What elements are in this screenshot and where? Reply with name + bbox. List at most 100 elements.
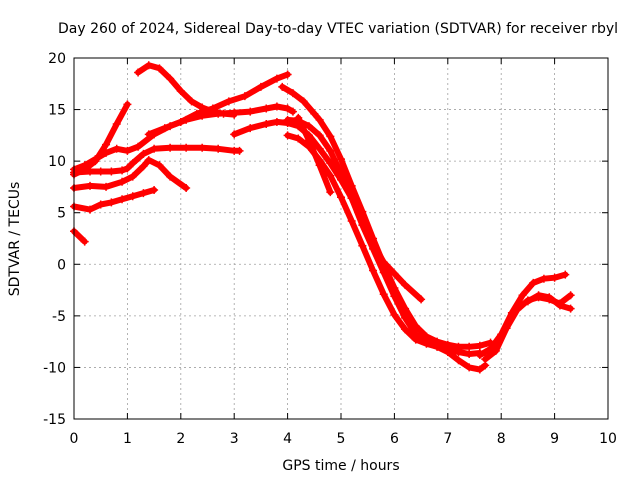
data-point (358, 221, 367, 230)
data-point (513, 305, 522, 314)
data-point (118, 177, 127, 186)
series-line (71, 157, 190, 191)
data-point (561, 270, 570, 279)
data-point (86, 205, 95, 214)
data-point (454, 347, 463, 356)
x-tick-label: 10 (599, 431, 617, 447)
x-tick-label: 9 (550, 431, 559, 447)
series-arc-13 (294, 113, 335, 197)
series-arc-1 (70, 227, 89, 246)
data-point (96, 200, 105, 209)
data-point (176, 87, 185, 96)
data-point (523, 297, 532, 306)
data-point (91, 155, 100, 164)
data-point (347, 216, 356, 225)
data-point (401, 313, 410, 322)
data-point (272, 102, 281, 111)
data-point (278, 82, 287, 91)
data-point (299, 97, 308, 106)
y-axis-label: SDTVAR / TECUs (7, 182, 23, 297)
grid-lines (74, 58, 608, 419)
data-point (107, 167, 116, 176)
data-point (555, 301, 564, 310)
data-point (390, 269, 399, 278)
series-line (284, 132, 489, 373)
data-point (481, 355, 490, 364)
data-point (128, 192, 137, 201)
data-point (539, 274, 548, 283)
data-point (347, 194, 356, 203)
x-tick-label: 7 (443, 431, 452, 447)
y-tick-label: -5 (52, 309, 66, 325)
data-point (411, 335, 420, 344)
data-point (433, 342, 442, 351)
data-point (491, 346, 500, 355)
data-point (326, 146, 335, 155)
data-point (155, 64, 164, 73)
data-point (534, 291, 543, 300)
data-point (288, 89, 297, 98)
data-point (465, 363, 474, 372)
data-point (401, 325, 410, 334)
data-point (315, 115, 324, 124)
series-arc-3 (70, 156, 191, 192)
data-point (529, 278, 538, 287)
data-point (288, 107, 297, 116)
data-point (326, 132, 335, 141)
data-point (294, 113, 303, 122)
data-point (315, 144, 324, 153)
data-point (182, 143, 191, 152)
data-point (86, 181, 95, 190)
x-tick-label: 1 (123, 431, 132, 447)
data-point (337, 169, 345, 178)
data-point (144, 156, 153, 165)
data-point (240, 92, 249, 101)
data-point (272, 74, 281, 83)
series-arc-4 (70, 143, 244, 177)
data-point (182, 183, 191, 192)
data-point (475, 351, 484, 360)
data-point (502, 324, 511, 333)
data-point (246, 107, 255, 116)
y-tick-label: 15 (48, 103, 66, 119)
data-point (475, 341, 484, 350)
series-arc-7 (134, 61, 239, 119)
data-point (326, 171, 335, 180)
data-point (518, 291, 527, 300)
data-point (102, 182, 111, 191)
series-line (145, 71, 291, 138)
data-point (230, 110, 239, 119)
data-point (96, 167, 105, 176)
y-tick-label: -10 (43, 360, 66, 376)
data-point (123, 146, 132, 155)
data-point (123, 100, 132, 109)
data-point (166, 172, 175, 181)
x-tick-label: 2 (176, 431, 185, 447)
data-point (214, 144, 223, 153)
data-point (566, 291, 575, 300)
data-point (230, 130, 239, 139)
data-point (134, 142, 143, 151)
data-point (262, 104, 271, 113)
data-point (379, 268, 388, 277)
chart-title: Day 260 of 2024, Sidereal Day-to-day VTE… (58, 21, 618, 37)
data-point (118, 166, 127, 175)
x-axis-label: GPS time / hours (282, 458, 399, 474)
y-tick-label: 10 (48, 154, 66, 170)
series-line (295, 114, 334, 196)
data-point (112, 144, 121, 153)
data-point (315, 161, 324, 170)
data-point (139, 189, 148, 198)
data-point (310, 109, 319, 118)
data-point (369, 266, 378, 275)
series-layer (70, 61, 575, 374)
data-point (198, 143, 207, 152)
data-point (139, 162, 148, 171)
series-arc-14 (475, 270, 570, 360)
data-point (417, 295, 426, 304)
data-point (102, 148, 111, 157)
series-line (279, 83, 494, 350)
y-tick-label: 5 (57, 206, 66, 222)
data-point (128, 159, 137, 168)
